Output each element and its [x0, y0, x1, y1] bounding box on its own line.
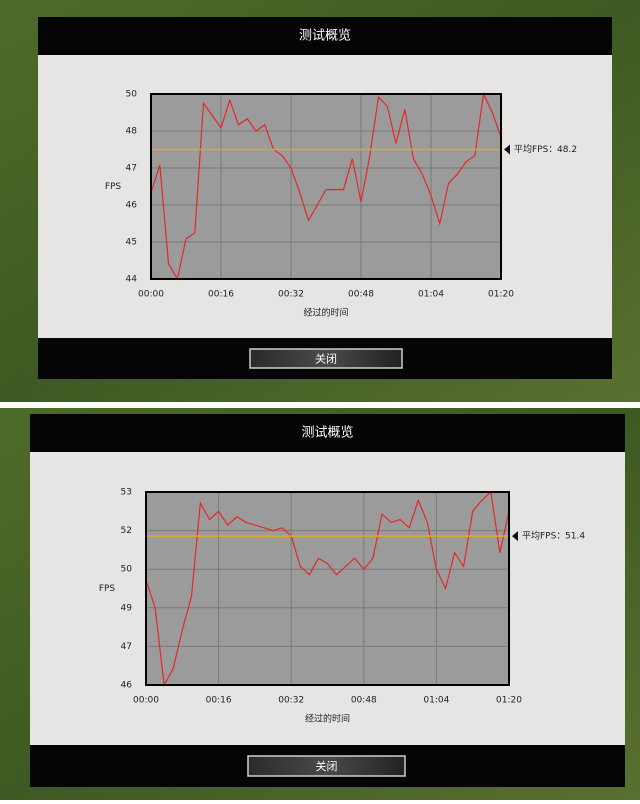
fps-line	[150, 91, 502, 281]
x-tick-label: 00:00	[133, 696, 159, 706]
y-tick-label: 50	[126, 90, 138, 100]
x-axis-label: 经过的时间	[305, 713, 350, 725]
x-tick-label: 01:20	[488, 290, 514, 300]
plot-border	[150, 93, 502, 280]
average-marker	[512, 531, 518, 542]
x-tick-label: 01:20	[496, 696, 522, 706]
x-tick-label: 01:04	[418, 290, 444, 300]
x-tick-label: 01:04	[423, 696, 449, 706]
y-tick-label: 47	[126, 164, 137, 174]
y-tick-label: 46	[126, 201, 138, 211]
close-button-label[interactable]: 关闭	[315, 352, 337, 366]
y-tick-label: 46	[121, 681, 133, 691]
plot-area	[146, 492, 509, 685]
average-value: 51.4	[565, 532, 585, 542]
x-tick-label: 00:48	[348, 290, 374, 300]
average-label: 平均FPS：	[514, 143, 557, 155]
close-button-label[interactable]: 关闭	[316, 759, 338, 773]
plot-area	[151, 94, 501, 279]
close-button[interactable]	[247, 755, 406, 777]
x-tick-label: 00:16	[206, 696, 232, 706]
x-tick-label: 00:16	[208, 290, 234, 300]
y-tick-label: 50	[121, 565, 133, 575]
x-tick-label: 00:32	[278, 290, 304, 300]
y-axis-label: FPS	[105, 182, 122, 192]
y-tick-label: 47	[121, 642, 132, 652]
y-tick-label: 48	[126, 127, 138, 137]
average-value: 48.2	[557, 145, 577, 155]
close-button[interactable]	[249, 348, 403, 369]
average-label: 平均FPS：	[522, 530, 565, 542]
y-axis-label: FPS	[99, 584, 116, 594]
average-marker	[504, 144, 510, 155]
x-axis-label: 经过的时间	[303, 307, 348, 319]
y-tick-label: 44	[126, 275, 138, 285]
y-tick-label: 45	[126, 238, 137, 248]
y-tick-label: 52	[121, 526, 132, 536]
x-tick-label: 00:48	[351, 696, 377, 706]
divider	[0, 402, 640, 408]
fps-line	[145, 490, 510, 687]
y-tick-label: 49	[121, 603, 133, 613]
x-tick-label: 00:32	[278, 696, 304, 706]
dialog-title: 测试概览	[301, 425, 353, 441]
x-tick-label: 00:00	[138, 290, 164, 300]
plot-border	[145, 491, 510, 686]
y-tick-label: 53	[121, 488, 132, 498]
dialog-title: 测试概览	[299, 28, 351, 44]
